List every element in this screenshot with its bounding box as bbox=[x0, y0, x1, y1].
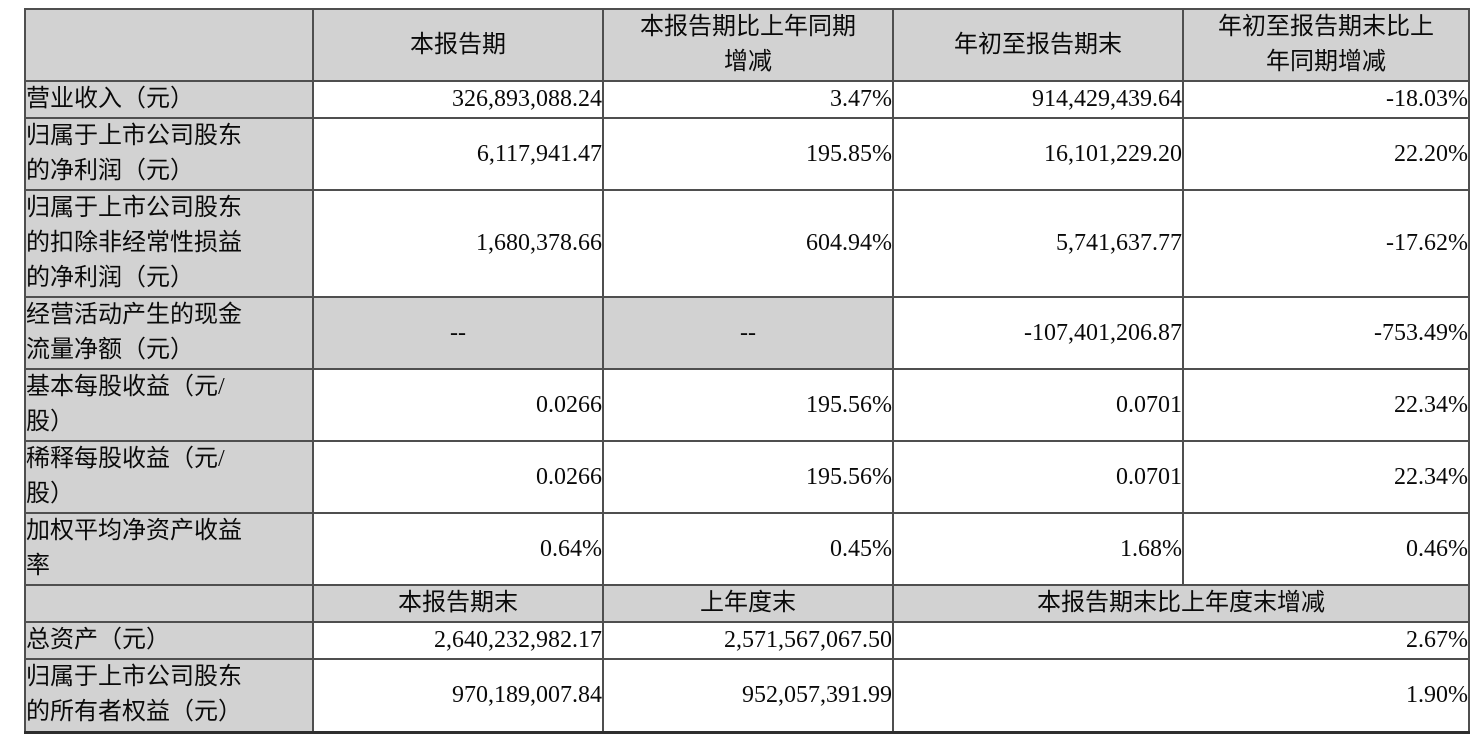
metric-label: 基本每股收益（元/ 股） bbox=[24, 368, 314, 442]
value-ytd-yoy-change: -17.62% bbox=[1182, 189, 1470, 298]
value-yoy-change: 195.85% bbox=[602, 117, 894, 191]
value-ytd: -107,401,206.87 bbox=[892, 296, 1184, 370]
value-current-period: 0.0266 bbox=[312, 368, 604, 442]
table-row: 归属于上市公司股东 的净利润（元） 6,117,941.47 195.85% 1… bbox=[24, 117, 1470, 191]
metric-label: 稀释每股收益（元/ 股） bbox=[24, 440, 314, 514]
header-change-vs-prior-year-end: 本报告期末比上年度末增减 bbox=[892, 584, 1470, 623]
metric-label: 归属于上市公司股东 的扣除非经常性损益 的净利润（元） bbox=[24, 189, 314, 298]
table-row: 营业收入（元） 326,893,088.24 3.47% 914,429,439… bbox=[24, 80, 1470, 119]
value-ytd-yoy-change: -753.49% bbox=[1182, 296, 1470, 370]
header-row-period: 本报告期 本报告期比上年同期 增减 年初至报告期末 年初至报告期末比上 年同期增… bbox=[24, 8, 1470, 82]
value-yoy-change: 3.47% bbox=[602, 80, 894, 119]
value-ytd-yoy-change: 22.34% bbox=[1182, 440, 1470, 514]
table-row: 归属于上市公司股东 的扣除非经常性损益 的净利润（元） 1,680,378.66… bbox=[24, 189, 1470, 298]
value-ytd: 5,741,637.77 bbox=[892, 189, 1184, 298]
value-ytd: 16,101,229.20 bbox=[892, 117, 1184, 191]
header-ytd-yoy-change: 年初至报告期末比上 年同期增减 bbox=[1182, 8, 1470, 82]
value-yoy-change: 0.45% bbox=[602, 512, 894, 586]
corner-cell bbox=[24, 584, 314, 623]
value-ytd: 0.0701 bbox=[892, 440, 1184, 514]
value-current-period: 0.0266 bbox=[312, 440, 604, 514]
value-change: 1.90% bbox=[892, 658, 1470, 733]
value-prior-year-end: 952,057,391.99 bbox=[602, 658, 894, 733]
table-row: 基本每股收益（元/ 股） 0.0266 195.56% 0.0701 22.34… bbox=[24, 368, 1470, 442]
header-ytd: 年初至报告期末 bbox=[892, 8, 1184, 82]
metric-label: 总资产（元） bbox=[24, 621, 314, 660]
financial-summary-table: 本报告期 本报告期比上年同期 增减 年初至报告期末 年初至报告期末比上 年同期增… bbox=[24, 8, 1470, 734]
value-ytd-yoy-change: 22.20% bbox=[1182, 117, 1470, 191]
table-row: 稀释每股收益（元/ 股） 0.0266 195.56% 0.0701 22.34… bbox=[24, 440, 1470, 514]
value-yoy-change: -- bbox=[602, 296, 894, 370]
header-period-end: 本报告期末 bbox=[312, 584, 604, 623]
metric-label: 经营活动产生的现金 流量净额（元） bbox=[24, 296, 314, 370]
value-ytd-yoy-change: -18.03% bbox=[1182, 80, 1470, 119]
value-ytd: 0.0701 bbox=[892, 368, 1184, 442]
value-current-period: 326,893,088.24 bbox=[312, 80, 604, 119]
table-row: 总资产（元） 2,640,232,982.17 2,571,567,067.50… bbox=[24, 621, 1470, 660]
metric-label: 加权平均净资产收益 率 bbox=[24, 512, 314, 586]
value-current-period: 6,117,941.47 bbox=[312, 117, 604, 191]
value-current-period: 0.64% bbox=[312, 512, 604, 586]
value-ytd-yoy-change: 0.46% bbox=[1182, 512, 1470, 586]
header-yoy-change: 本报告期比上年同期 增减 bbox=[602, 8, 894, 82]
value-period-end: 2,640,232,982.17 bbox=[312, 621, 604, 660]
value-current-period: 1,680,378.66 bbox=[312, 189, 604, 298]
value-period-end: 970,189,007.84 bbox=[312, 658, 604, 733]
corner-cell bbox=[24, 8, 314, 82]
metric-label: 营业收入（元） bbox=[24, 80, 314, 119]
table-row: 加权平均净资产收益 率 0.64% 0.45% 1.68% 0.46% bbox=[24, 512, 1470, 586]
metric-label: 归属于上市公司股东 的所有者权益（元） bbox=[24, 658, 314, 733]
value-yoy-change: 195.56% bbox=[602, 368, 894, 442]
value-current-period: -- bbox=[312, 296, 604, 370]
table-row: 经营活动产生的现金 流量净额（元） -- -- -107,401,206.87 … bbox=[24, 296, 1470, 370]
table-row: 归属于上市公司股东 的所有者权益（元） 970,189,007.84 952,0… bbox=[24, 658, 1470, 733]
header-row-period-end: 本报告期末 上年度末 本报告期末比上年度末增减 bbox=[24, 584, 1470, 623]
financial-summary: 本报告期 本报告期比上年同期 增减 年初至报告期末 年初至报告期末比上 年同期增… bbox=[24, 8, 1470, 734]
value-ytd-yoy-change: 22.34% bbox=[1182, 368, 1470, 442]
value-yoy-change: 604.94% bbox=[602, 189, 894, 298]
value-ytd: 914,429,439.64 bbox=[892, 80, 1184, 119]
header-current-period: 本报告期 bbox=[312, 8, 604, 82]
value-yoy-change: 195.56% bbox=[602, 440, 894, 514]
value-prior-year-end: 2,571,567,067.50 bbox=[602, 621, 894, 660]
metric-label: 归属于上市公司股东 的净利润（元） bbox=[24, 117, 314, 191]
value-change: 2.67% bbox=[892, 621, 1470, 660]
value-ytd: 1.68% bbox=[892, 512, 1184, 586]
header-prior-year-end: 上年度末 bbox=[602, 584, 894, 623]
